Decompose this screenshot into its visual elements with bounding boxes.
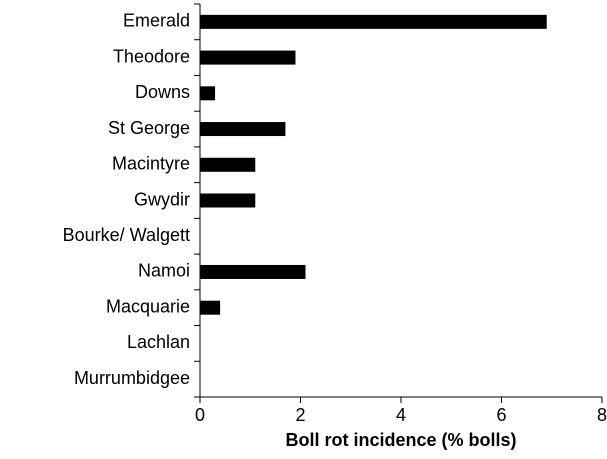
y-tick-label: Macquarie — [106, 296, 190, 316]
bar — [200, 86, 216, 101]
y-tick-label: Bourke/ Walgett — [63, 225, 190, 245]
bar — [200, 14, 547, 29]
y-tick-label: St George — [108, 118, 190, 138]
bar — [200, 300, 221, 315]
bar — [200, 50, 296, 65]
bar — [200, 193, 256, 208]
x-tick-label: 0 — [195, 405, 205, 425]
y-tick-label: Namoi — [138, 261, 190, 281]
y-tick-label: Macintyre — [112, 154, 190, 174]
y-tick-label: Downs — [135, 82, 190, 102]
y-tick-label: Emerald — [123, 11, 190, 31]
x-tick-label: 4 — [396, 405, 406, 425]
y-tick-label: Gwydir — [134, 189, 190, 209]
x-tick-label: 8 — [597, 405, 607, 425]
x-axis-title: Boll rot incidence (% bolls) — [285, 430, 516, 450]
y-tick-label: Lachlan — [127, 332, 190, 352]
bar — [200, 264, 306, 279]
y-tick-label: Theodore — [113, 46, 190, 66]
bar — [200, 157, 256, 172]
y-tick-label: Murrumbidgee — [74, 368, 190, 388]
x-tick-label: 2 — [295, 405, 305, 425]
x-tick-label: 6 — [496, 405, 506, 425]
bar — [200, 122, 286, 137]
